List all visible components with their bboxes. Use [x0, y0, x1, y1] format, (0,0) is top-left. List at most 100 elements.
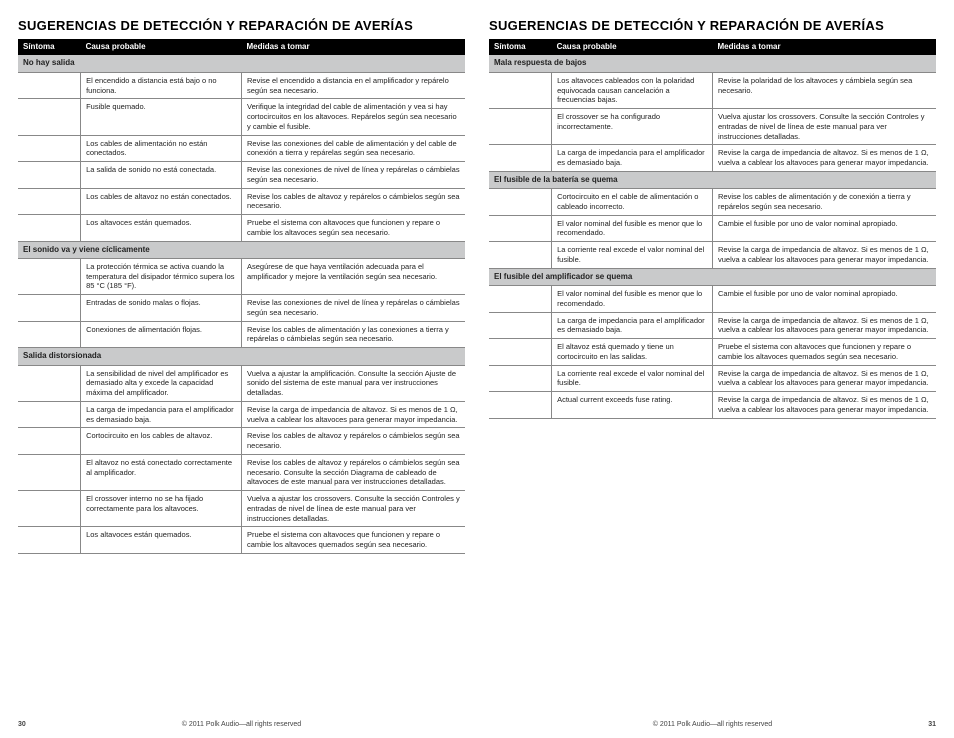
symptom-cell: [18, 135, 81, 162]
table-row: El encendido a distancia está bajo o no …: [18, 72, 465, 99]
symptom-cell: [18, 491, 81, 527]
table-row: Entradas de sonido malas o flojas.Revise…: [18, 295, 465, 322]
action-cell: Revise los cables de altavoz y repárelos…: [241, 454, 465, 490]
symptom-cell: [18, 162, 81, 189]
table-row: Conexiones de alimentación flojas.Revise…: [18, 321, 465, 348]
cause-cell: La salida de sonido no está conectada.: [81, 162, 242, 189]
cause-cell: Los altavoces cableados con la polaridad…: [552, 72, 713, 108]
action-cell: Revise la carga de impedancia de altavoz…: [712, 145, 936, 172]
action-cell: Pruebe el sistema con altavoces que func…: [241, 527, 465, 554]
section-row: Salida distorsionada: [18, 348, 465, 365]
symptom-cell: [18, 295, 81, 322]
table-row: Fusible quemado.Verifique la integridad …: [18, 99, 465, 135]
copyright-right: © 2011 Polk Audio—all rights reserved: [519, 721, 906, 728]
cause-cell: La sensibilidad de nivel del amplificado…: [81, 365, 242, 401]
section-label: Salida distorsionada: [18, 348, 465, 365]
action-cell: Revise la carga de impedancia de altavoz…: [712, 365, 936, 392]
symptom-cell: [489, 339, 552, 366]
symptom-cell: [489, 286, 552, 313]
troubleshoot-table-right: Síntoma Causa probable Medidas a tomar M…: [489, 39, 936, 419]
header-cause: Causa probable: [552, 39, 713, 55]
cause-cell: La corriente real excede el valor nomina…: [552, 365, 713, 392]
action-cell: Revise las conexiones de nivel de línea …: [241, 295, 465, 322]
action-cell: Revise la carga de impedancia de altavoz…: [712, 312, 936, 339]
symptom-cell: [18, 188, 81, 215]
page-title-left: SUGERENCIAS DE DETECCIÓN Y REPARACIÓN DE…: [18, 18, 465, 33]
action-cell: Revise el encendido a distancia en el am…: [241, 72, 465, 99]
symptom-cell: [489, 189, 552, 216]
section-label: Mala respuesta de bajos: [489, 55, 936, 72]
copyright-left: © 2011 Polk Audio—all rights reserved: [48, 721, 435, 728]
symptom-cell: [489, 145, 552, 172]
action-cell: Vuelva a ajustar los crossovers. Consult…: [241, 491, 465, 527]
symptom-cell: [489, 312, 552, 339]
symptom-cell: [18, 365, 81, 401]
action-cell: Revise la carga de impedancia de altavoz…: [712, 242, 936, 269]
footer-right: © 2011 Polk Audio—all rights reserved 31: [489, 715, 936, 728]
action-cell: Vuelva ajustar los crossovers. Consulte …: [712, 109, 936, 145]
page-left: SUGERENCIAS DE DETECCIÓN Y REPARACIÓN DE…: [18, 18, 465, 728]
cause-cell: Los altavoces están quemados.: [81, 527, 242, 554]
symptom-cell: [489, 365, 552, 392]
action-cell: Revise los cables de altavoz y repárelos…: [241, 428, 465, 455]
symptom-cell: [489, 242, 552, 269]
cause-cell: El crossover se ha configurado incorrect…: [552, 109, 713, 145]
cause-cell: El encendido a distancia está bajo o no …: [81, 72, 242, 99]
section-label: El fusible de la batería se quema: [489, 171, 936, 188]
table-row: La carga de impedancia para el amplifica…: [18, 401, 465, 428]
cause-cell: La carga de impedancia para el amplifica…: [81, 401, 242, 428]
section-row: El fusible del amplificador se quema: [489, 268, 936, 285]
action-cell: Vuelva a ajustar la amplificación. Consu…: [241, 365, 465, 401]
troubleshoot-table-left: Síntoma Causa probable Medidas a tomar N…: [18, 39, 465, 554]
table-row: Actual current exceeds fuse rating.Revis…: [489, 392, 936, 419]
action-cell: Revise los cables de altavoz y repárelos…: [241, 188, 465, 215]
table-row: La carga de impedancia para el amplifica…: [489, 312, 936, 339]
table-row: El crossover se ha configurado incorrect…: [489, 109, 936, 145]
symptom-cell: [18, 527, 81, 554]
symptom-cell: [18, 454, 81, 490]
table-row: El valor nominal del fusible es menor qu…: [489, 286, 936, 313]
cause-cell: Los cables de altavoz no están conectado…: [81, 188, 242, 215]
table-row: El valor nominal del fusible es menor qu…: [489, 215, 936, 242]
cause-cell: La corriente real excede el valor nomina…: [552, 242, 713, 269]
page-number-right: 31: [906, 721, 936, 728]
page-number-left: 30: [18, 721, 48, 728]
footer-left: 30 © 2011 Polk Audio—all rights reserved: [18, 715, 465, 728]
action-cell: Revise la polaridad de los altavoces y c…: [712, 72, 936, 108]
table-row: Los altavoces están quemados.Pruebe el s…: [18, 527, 465, 554]
table-row: El altavoz está quemado y tiene un corto…: [489, 339, 936, 366]
section-row: No hay salida: [18, 55, 465, 72]
cause-cell: El valor nominal del fusible es menor qu…: [552, 286, 713, 313]
cause-cell: El valor nominal del fusible es menor qu…: [552, 215, 713, 242]
table-row: Los altavoces están quemados.Pruebe el s…: [18, 215, 465, 242]
action-cell: Cambie el fusible por uno de valor nomin…: [712, 215, 936, 242]
symptom-cell: [18, 72, 81, 99]
header-symptom: Síntoma: [489, 39, 552, 55]
table-row: Cortocircuito en el cable de alimentació…: [489, 189, 936, 216]
cause-cell: Conexiones de alimentación flojas.: [81, 321, 242, 348]
action-cell: Revise los cables de alimentación y de c…: [712, 189, 936, 216]
cause-cell: La carga de impedancia para el amplifica…: [552, 145, 713, 172]
table-row: Cortocircuito en los cables de altavoz.R…: [18, 428, 465, 455]
symptom-cell: [489, 109, 552, 145]
symptom-cell: [489, 215, 552, 242]
header-action: Medidas a tomar: [241, 39, 465, 55]
symptom-cell: [489, 72, 552, 108]
cause-cell: Los altavoces están quemados.: [81, 215, 242, 242]
table-row: La protección térmica se activa cuando l…: [18, 258, 465, 294]
page-right: SUGERENCIAS DE DETECCIÓN Y REPARACIÓN DE…: [489, 18, 936, 728]
action-cell: Pruebe el sistema con altavoces que func…: [712, 339, 936, 366]
table-row: La carga de impedancia para el amplifica…: [489, 145, 936, 172]
section-row: El fusible de la batería se quema: [489, 171, 936, 188]
action-cell: Revise la carga de impedancia de altavoz…: [712, 392, 936, 419]
action-cell: Revise los cables de alimentación y las …: [241, 321, 465, 348]
action-cell: Verifique la integridad del cable de ali…: [241, 99, 465, 135]
action-cell: Revise las conexiones de nivel de línea …: [241, 162, 465, 189]
cause-cell: Cortocircuito en el cable de alimentació…: [552, 189, 713, 216]
cause-cell: La protección térmica se activa cuando l…: [81, 258, 242, 294]
cause-cell: Actual current exceeds fuse rating.: [552, 392, 713, 419]
action-cell: Cambie el fusible por uno de valor nomin…: [712, 286, 936, 313]
header-symptom: Síntoma: [18, 39, 81, 55]
table-row: El altavoz no está conectado correctamen…: [18, 454, 465, 490]
table-row: Los altavoces cableados con la polaridad…: [489, 72, 936, 108]
